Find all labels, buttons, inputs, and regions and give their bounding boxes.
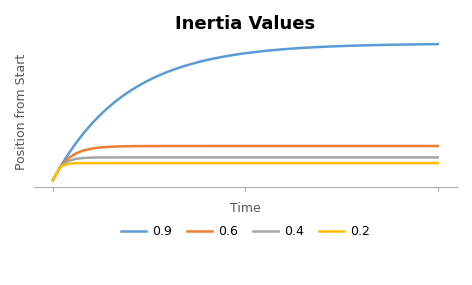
- 0.6: [166, 144, 171, 148]
- 0.6: [50, 178, 56, 182]
- 0.2: [427, 161, 433, 165]
- 0.9: [135, 85, 140, 88]
- Line: 0.6: 0.6: [53, 146, 438, 180]
- 0.2: [227, 161, 233, 165]
- 0.2: [50, 178, 56, 182]
- 0.6: [327, 144, 333, 148]
- 0.4: [366, 156, 371, 159]
- 0.4: [327, 156, 333, 159]
- 0.4: [304, 156, 310, 159]
- Title: Inertia Values: Inertia Values: [175, 15, 315, 33]
- 0.6: [135, 144, 140, 148]
- Legend: 0.9, 0.6, 0.4, 0.2: 0.9, 0.6, 0.4, 0.2: [116, 220, 375, 243]
- 0.2: [135, 161, 140, 165]
- 0.9: [166, 70, 171, 73]
- Line: 0.2: 0.2: [53, 163, 438, 180]
- 0.6: [304, 144, 310, 148]
- 0.9: [304, 46, 310, 49]
- 0.6: [427, 144, 433, 148]
- 0.9: [435, 42, 440, 46]
- Y-axis label: Position from Start: Position from Start: [15, 54, 28, 170]
- 0.6: [435, 144, 440, 148]
- 0.2: [173, 161, 179, 165]
- X-axis label: Time: Time: [230, 201, 261, 215]
- 0.2: [435, 161, 440, 165]
- 0.4: [173, 156, 179, 159]
- 0.4: [50, 178, 56, 182]
- 0.4: [135, 156, 140, 159]
- 0.2: [335, 161, 340, 165]
- 0.4: [427, 156, 433, 159]
- 0.9: [427, 42, 433, 46]
- 0.4: [166, 156, 171, 159]
- 0.6: [173, 144, 179, 148]
- 0.9: [327, 45, 333, 48]
- 0.2: [312, 161, 317, 165]
- Line: 0.4: 0.4: [53, 157, 438, 180]
- 0.9: [50, 178, 56, 182]
- 0.2: [166, 161, 171, 165]
- 0.4: [435, 156, 440, 159]
- Line: 0.9: 0.9: [53, 44, 438, 180]
- 0.9: [173, 67, 179, 70]
